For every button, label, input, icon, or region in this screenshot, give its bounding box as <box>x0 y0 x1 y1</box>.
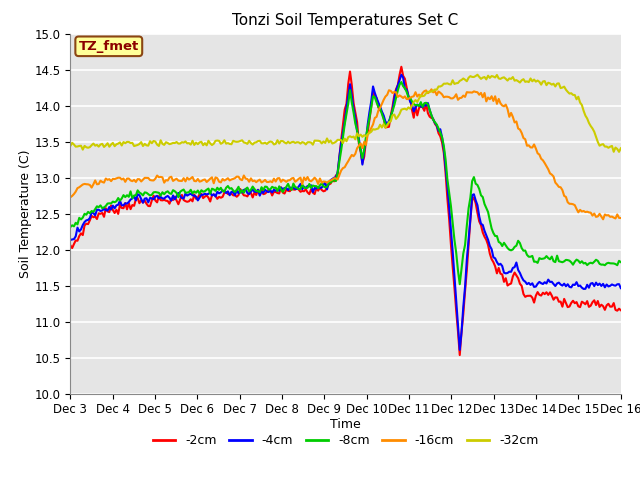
-16cm <box>277 179 285 185</box>
-2cm <box>97 211 104 217</box>
-2cm <box>199 195 207 201</box>
-16cm <box>599 216 607 222</box>
-32cm <box>199 142 207 148</box>
-8cm <box>415 103 423 109</box>
-32cm <box>615 149 623 155</box>
-16cm <box>199 177 207 183</box>
Line: -16cm: -16cm <box>70 89 621 219</box>
-32cm <box>474 72 481 78</box>
Line: -8cm: -8cm <box>70 82 621 284</box>
-4cm <box>199 192 207 198</box>
-2cm <box>67 242 74 248</box>
-32cm <box>617 145 625 151</box>
-4cm <box>397 72 405 78</box>
-8cm <box>67 224 74 230</box>
-16cm <box>617 215 625 221</box>
-8cm <box>456 281 463 287</box>
-2cm <box>277 184 285 190</box>
-2cm <box>617 307 625 313</box>
Y-axis label: Soil Temperature (C): Soil Temperature (C) <box>19 149 32 278</box>
-2cm <box>364 130 372 135</box>
-32cm <box>67 143 74 149</box>
-8cm <box>364 124 372 130</box>
Legend: -2cm, -4cm, -8cm, -16cm, -32cm: -2cm, -4cm, -8cm, -16cm, -32cm <box>148 429 543 452</box>
-4cm <box>67 237 74 243</box>
-8cm <box>97 203 104 208</box>
Title: Tonzi Soil Temperatures Set C: Tonzi Soil Temperatures Set C <box>232 13 459 28</box>
-32cm <box>277 138 285 144</box>
-8cm <box>201 188 209 194</box>
-32cm <box>201 140 209 146</box>
-8cm <box>617 259 625 265</box>
Text: TZ_fmet: TZ_fmet <box>79 40 139 53</box>
-4cm <box>277 185 285 191</box>
-32cm <box>97 142 104 147</box>
-16cm <box>364 132 372 137</box>
-8cm <box>199 189 207 194</box>
-2cm <box>397 64 405 70</box>
-16cm <box>428 86 435 92</box>
-16cm <box>97 178 104 183</box>
-8cm <box>277 187 285 192</box>
-4cm <box>201 191 209 196</box>
-16cm <box>413 94 421 99</box>
-8cm <box>397 79 405 85</box>
Line: -2cm: -2cm <box>70 67 621 355</box>
-4cm <box>364 121 372 127</box>
X-axis label: Time: Time <box>330 418 361 431</box>
-2cm <box>415 105 423 111</box>
-4cm <box>415 103 423 108</box>
-16cm <box>201 177 209 182</box>
-32cm <box>364 132 372 137</box>
-2cm <box>456 352 463 358</box>
Line: -4cm: -4cm <box>70 75 621 350</box>
-32cm <box>413 99 421 105</box>
-2cm <box>201 194 209 200</box>
-16cm <box>67 194 74 200</box>
-4cm <box>456 347 463 353</box>
-4cm <box>97 208 104 214</box>
Line: -32cm: -32cm <box>70 75 621 152</box>
-4cm <box>617 285 625 291</box>
